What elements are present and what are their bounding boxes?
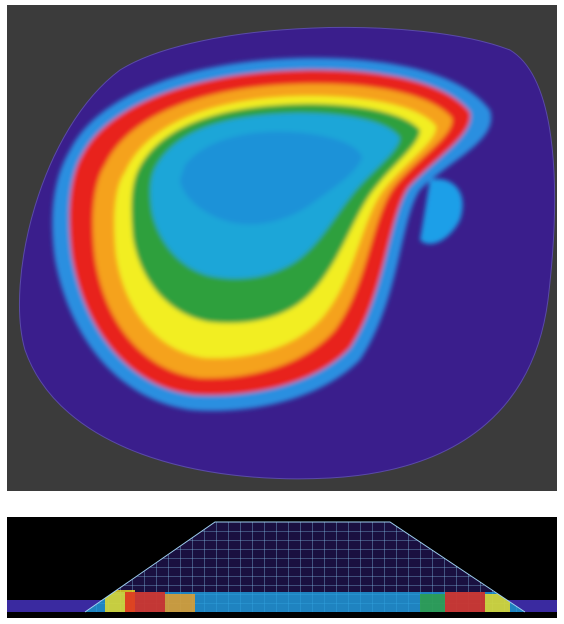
band-center [180, 131, 362, 225]
wire-yellow-right [485, 594, 510, 612]
wire-orange-left [165, 594, 195, 612]
wireframe-outline [84, 521, 526, 613]
heat-bands [52, 57, 492, 411]
wire-red-left [125, 592, 165, 612]
band-blue-right [420, 179, 463, 244]
wire-green-right [420, 594, 445, 612]
wire-red-right [445, 592, 485, 612]
